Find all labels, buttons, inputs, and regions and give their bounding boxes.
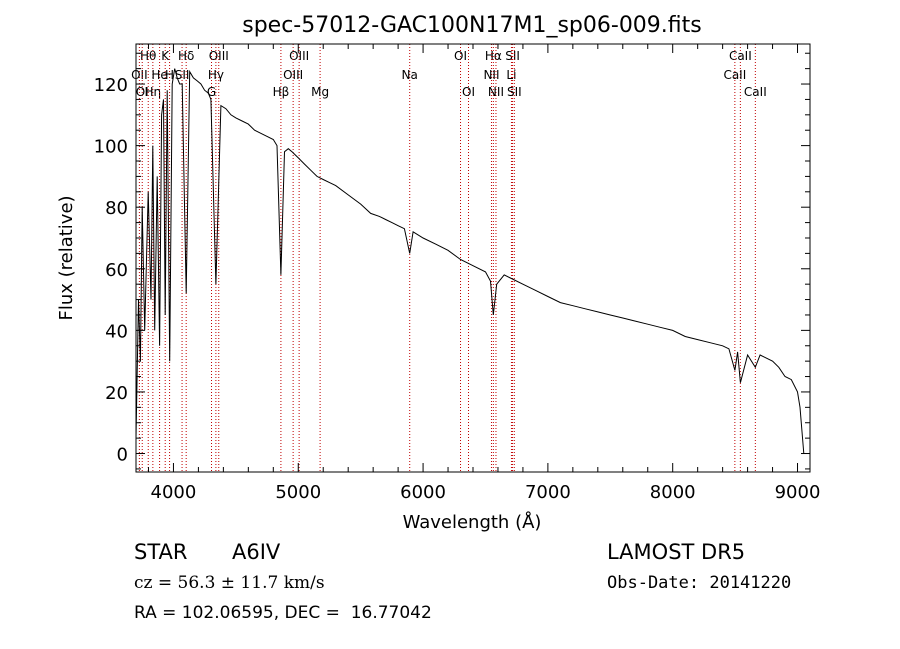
- line-marker-label: G: [207, 85, 216, 99]
- x-tick-label: 7000: [525, 482, 571, 503]
- y-axis-label: Flux (relative): [56, 195, 77, 320]
- x-axis-label: Wavelength (Å): [403, 511, 542, 533]
- line-marker-label: Hβ: [273, 85, 290, 99]
- line-marker-label: CaII: [744, 85, 767, 99]
- line-marker-label: CaII: [723, 68, 746, 82]
- y-tick-label: 0: [117, 445, 128, 466]
- line-marker-label: NII: [488, 85, 504, 99]
- line-marker-label: Hα: [485, 49, 502, 63]
- y-tick-label: 60: [105, 260, 128, 281]
- object-type: STAR: [134, 540, 188, 564]
- chart-title: spec-57012-GAC100N17M1_sp06-009.fits: [242, 13, 702, 38]
- line-marker-label: He: [151, 68, 167, 82]
- sky-coordinates: RA = 102.06595, DEC = 16.77042: [134, 603, 432, 623]
- spectrum-series-line: [135, 68, 805, 454]
- line-marker-label: Hη: [145, 85, 162, 99]
- line-marker-label: OIII: [289, 49, 309, 63]
- line-marker-label: OIII: [283, 68, 303, 82]
- line-marker-label: Hδ: [178, 49, 194, 63]
- line-marker-label: Na: [402, 68, 418, 82]
- survey-name: LAMOST DR5: [607, 540, 746, 564]
- observation-date: Obs-Date: 20141220: [607, 573, 792, 593]
- x-axis-ticks: 4000 5000 6000 7000 8000 9000: [147, 44, 821, 503]
- line-marker-label: SII: [505, 49, 520, 63]
- line-marker-label: SII: [507, 85, 522, 99]
- line-marker-label: Hθ: [140, 49, 156, 63]
- y-tick-label: 40: [105, 321, 128, 342]
- y-tick-label: 80: [105, 198, 128, 219]
- line-marker-label: OI: [454, 49, 467, 63]
- x-tick-label: 6000: [400, 482, 446, 503]
- line-marker-label: OI: [136, 85, 149, 99]
- line-marker-label: Li: [506, 68, 516, 82]
- line-marker-label: K: [161, 49, 170, 63]
- x-tick-label: 8000: [650, 482, 696, 503]
- line-marker-label: Hγ: [208, 68, 224, 82]
- y-tick-label: 100: [94, 137, 128, 158]
- object-class: A6IV: [232, 540, 281, 564]
- line-marker-label: SII: [175, 68, 190, 82]
- y-tick-label: 20: [105, 383, 128, 404]
- x-tick-label: 4000: [151, 482, 197, 503]
- line-marker-label: OI: [462, 85, 475, 99]
- y-tick-label: 120: [94, 75, 128, 96]
- x-tick-label: 9000: [775, 482, 821, 503]
- line-marker-label: OIII: [209, 49, 229, 63]
- y-axis-ticks: 0 20 40 60 80 100 120: [94, 52, 810, 470]
- x-tick-label: 5000: [275, 482, 321, 503]
- line-marker-label: NII: [483, 68, 499, 82]
- line-marker-label: CaII: [729, 49, 752, 63]
- plot-frame: [135, 43, 811, 473]
- line-marker-label: Mg: [311, 85, 329, 99]
- line-marker-label: H: [165, 68, 174, 82]
- redshift-value: cz = 56.3 ± 11.7 km/s: [134, 573, 325, 593]
- line-marker-label: OII: [131, 68, 148, 82]
